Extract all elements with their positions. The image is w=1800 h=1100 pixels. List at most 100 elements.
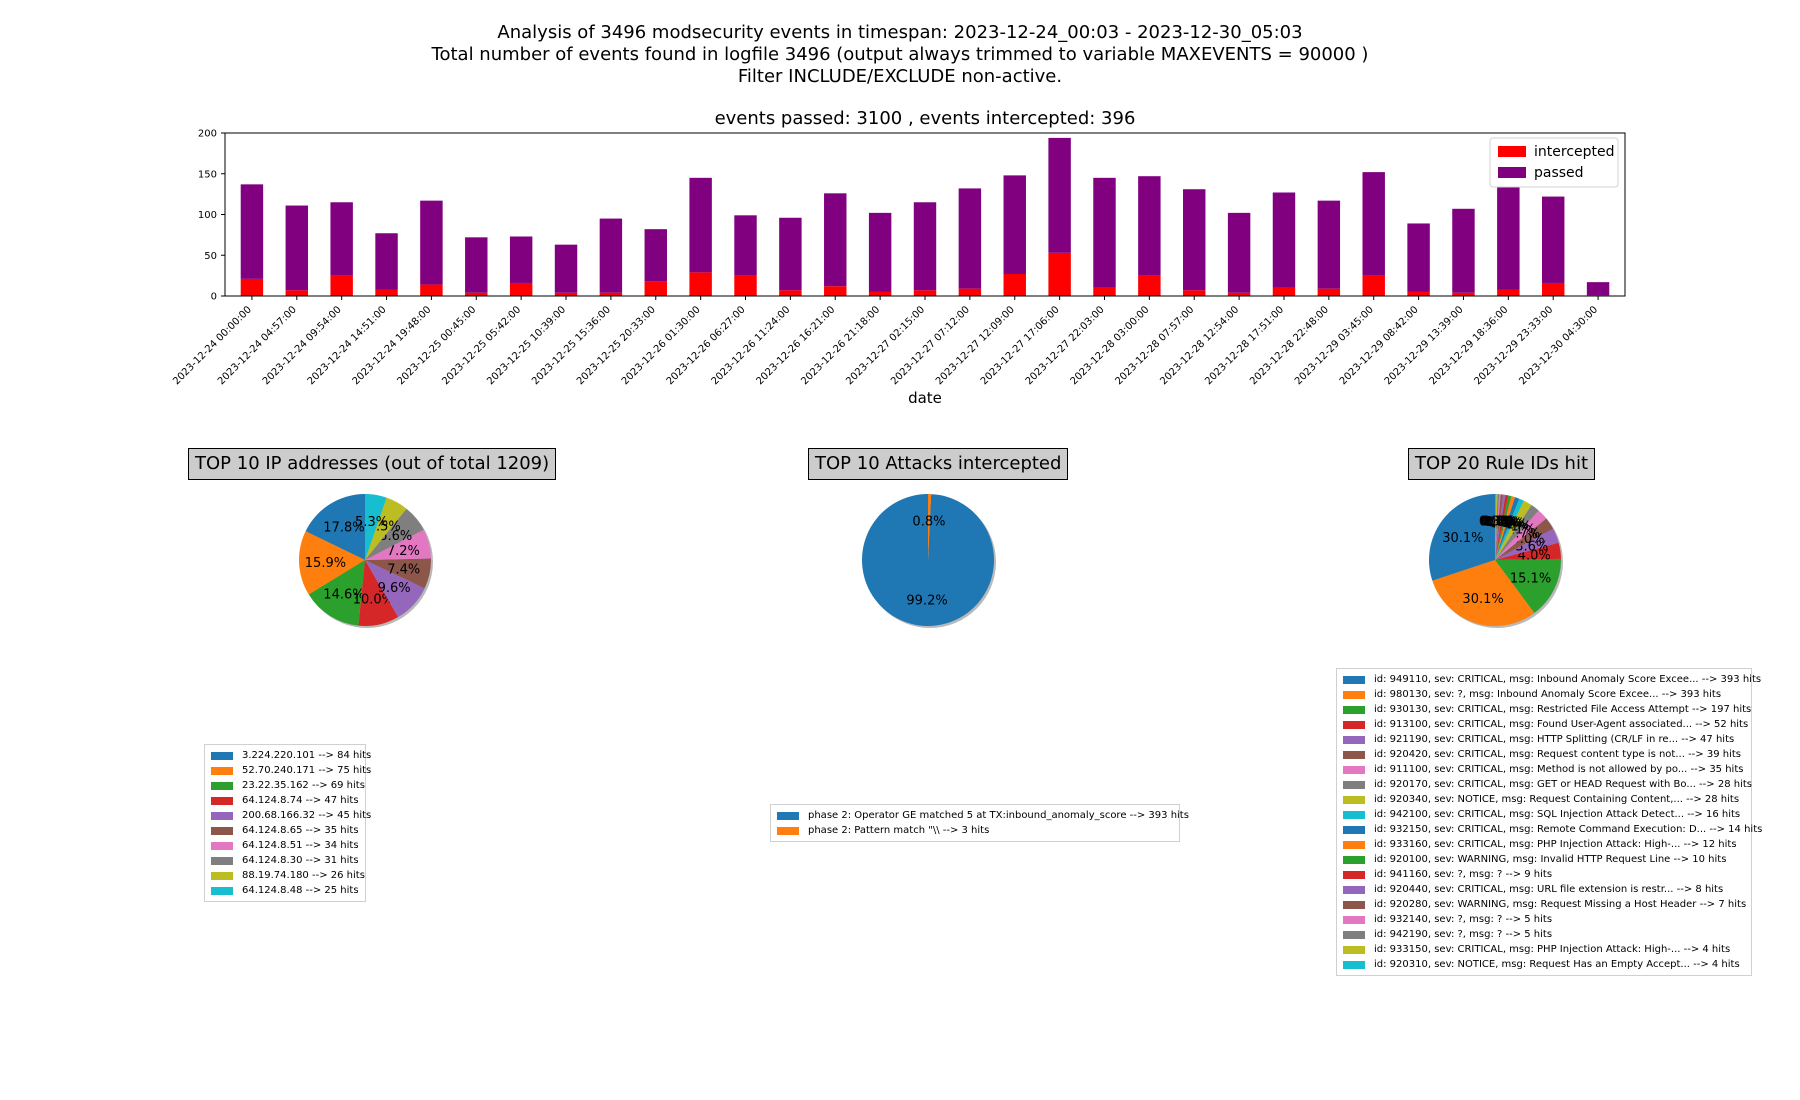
attacks-pie-title: TOP 10 Attacks intercepted	[808, 448, 1069, 480]
legend-label: 52.70.240.171 --> 75 hits	[242, 765, 372, 776]
legend-swatch	[211, 841, 233, 850]
x-tick-label: 2023-12-24 19:48:00	[351, 304, 434, 387]
pie-pct-label: 0.6%	[1484, 515, 1517, 530]
bar-intercepted	[1183, 290, 1206, 296]
legend-label: 200.68.166.32 --> 45 hits	[242, 810, 372, 821]
legend-swatch	[1343, 870, 1365, 879]
bar-passed	[1452, 208, 1475, 293]
bar-passed	[734, 215, 757, 276]
x-tick-label: 2023-12-24 09:54:00	[261, 304, 344, 387]
bar-legend-label: intercepted	[1534, 144, 1615, 160]
legend-label: 64.124.8.65 --> 35 hits	[242, 825, 359, 836]
x-tick-label: 2023-12-26 21:18:00	[799, 304, 882, 387]
y-tick-label: 100	[198, 210, 217, 221]
x-tick-label: 2023-12-28 07:57:00	[1113, 304, 1196, 387]
x-tick-label: 2023-12-24 04:57:00	[216, 304, 299, 387]
legend-item: 64.124.8.48 --> 25 hits	[211, 883, 359, 898]
pie-pct-label: 0.7%	[1486, 515, 1519, 530]
pie-slice	[1495, 494, 1497, 560]
pie-slice	[1495, 494, 1503, 560]
pie-pct-label: 5.3%	[355, 515, 388, 530]
bar-intercepted	[599, 292, 623, 296]
legend-swatch	[1343, 780, 1365, 789]
legend-label: 23.22.35.162 --> 69 hits	[242, 780, 365, 791]
bar-intercepted	[330, 275, 353, 296]
legend-item: phase 2: Operator GE matched 5 at TX:inb…	[777, 808, 1189, 823]
legend-label: id: 913100, sev: CRITICAL, msg: Found Us…	[1374, 719, 1749, 730]
legend-label: phase 2: Pattern match "\\ --> 3 hits	[808, 825, 990, 836]
legend-item: 3.224.220.101 --> 84 hits	[211, 748, 371, 763]
legend-item: 23.22.35.162 --> 69 hits	[211, 778, 365, 793]
legend-swatch	[211, 856, 233, 865]
legend-item: id: 920280, sev: WARNING, msg: Request M…	[1343, 897, 1747, 912]
bar-intercepted	[868, 291, 892, 296]
x-tick-label: 2023-12-30 04:30:00	[1517, 304, 1600, 387]
legend-swatch	[1343, 960, 1365, 969]
bar-intercepted	[1003, 273, 1026, 296]
x-tick-label: 2023-12-25 20:33:00	[575, 304, 658, 387]
legend-swatch	[1343, 795, 1365, 804]
ip-pie-title: TOP 10 IP addresses (out of total 1209)	[188, 448, 557, 480]
pie-slice	[358, 560, 399, 626]
legend-label: id: 920100, sev: WARNING, msg: Invalid H…	[1374, 854, 1727, 865]
pie-slice	[1495, 510, 1547, 560]
legend-label: id: 920170, sev: CRITICAL, msg: GET or H…	[1374, 779, 1752, 790]
legend-swatch	[1343, 840, 1365, 849]
bar-passed	[1362, 172, 1385, 276]
bar-passed	[420, 200, 443, 285]
pie-pct-label: 7.4%	[387, 562, 420, 577]
legend-label: id: 942190, sev: ?, msg: ? --> 5 hits	[1374, 929, 1553, 940]
legend-label: id: 942100, sev: CRITICAL, msg: SQL Inje…	[1374, 809, 1741, 820]
legend-item: id: 930130, sev: CRITICAL, msg: Restrict…	[1343, 702, 1751, 717]
legend-swatch	[1343, 750, 1365, 759]
report-title-line3: Filter INCLUDE/EXCLUDE non-active.	[737, 66, 1063, 87]
legend-swatch	[1343, 915, 1365, 924]
rules-pie-legend: id: 949110, sev: CRITICAL, msg: Inbound …	[1336, 668, 1762, 976]
legend-swatch	[1343, 720, 1365, 729]
x-tick-label: 2023-12-28 12:54:00	[1158, 304, 1241, 387]
pie-slice	[1495, 494, 1501, 560]
pie-slice	[1432, 560, 1535, 626]
legend-item: id: 920440, sev: CRITICAL, msg: URL file…	[1343, 882, 1745, 897]
pie-slice	[365, 508, 424, 560]
bar-intercepted	[1093, 287, 1116, 296]
pie-slice	[1495, 494, 1498, 560]
bar-passed	[599, 218, 623, 293]
bar-chart-title: events passed: 3100 , events intercepted…	[715, 108, 1136, 129]
legend-item: 64.124.8.30 --> 31 hits	[211, 853, 359, 868]
legend-item: id: 980130, sev: ?, msg: Inbound Anomaly…	[1343, 687, 1745, 702]
legend-item: id: 933150, sev: CRITICAL, msg: PHP Inje…	[1343, 942, 1745, 957]
bar-intercepted	[1138, 275, 1161, 296]
x-tick-label: 2023-12-29 13:39:00	[1383, 304, 1466, 387]
legend-swatch	[1343, 930, 1365, 939]
bar-passed	[1227, 212, 1251, 293]
pie-pct-label: 0.5%	[1483, 515, 1516, 530]
bar-intercepted	[420, 284, 443, 296]
x-tick-label: 2023-12-27 07:12:00	[889, 304, 972, 387]
y-tick-label: 50	[204, 251, 217, 262]
legend-label: id: 920440, sev: CRITICAL, msg: URL file…	[1374, 884, 1724, 895]
x-tick-label: 2023-12-25 00:45:00	[396, 304, 479, 387]
pie-slice	[1495, 495, 1512, 560]
pie-pct-label: 15.1%	[1510, 571, 1551, 586]
pie-pct-label: 30.1%	[1462, 592, 1503, 607]
x-tick-label: 2023-12-29 08:42:00	[1338, 304, 1421, 387]
legend-swatch	[1343, 945, 1365, 954]
x-tick-label: 2023-12-27 22:03:00	[1024, 304, 1107, 387]
legend-item: id: 942190, sev: ?, msg: ? --> 5 hits	[1343, 927, 1745, 942]
bar-passed	[509, 236, 533, 283]
legend-label: id: 920310, sev: NOTICE, msg: Request Ha…	[1374, 959, 1740, 970]
legend-item: id: 932140, sev: ?, msg: ? --> 5 hits	[1343, 912, 1745, 927]
legend-label: id: 930130, sev: CRITICAL, msg: Restrict…	[1374, 704, 1752, 715]
pie-slice	[365, 558, 431, 589]
pie-slice	[1495, 498, 1524, 560]
legend-item: 200.68.166.32 --> 45 hits	[211, 808, 371, 823]
pie-slice	[1495, 496, 1516, 560]
report-title-line2: Total number of events found in logfile …	[431, 44, 1369, 65]
legend-label: 64.124.8.51 --> 34 hits	[242, 840, 359, 851]
legend-label: id: 920280, sev: WARNING, msg: Request M…	[1374, 899, 1747, 910]
pie-slice	[305, 494, 365, 560]
pie-slice	[365, 497, 407, 560]
x-tick-label: 2023-12-26 16:21:00	[754, 304, 837, 387]
pie-pct-label: 9.6%	[378, 581, 411, 596]
